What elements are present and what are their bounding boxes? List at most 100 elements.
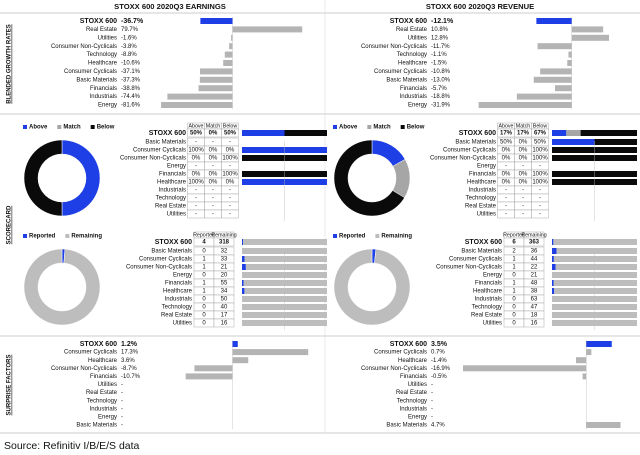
legend-label: Match: [373, 125, 391, 131]
value-label: -: [431, 406, 433, 412]
table-value: 32: [221, 249, 228, 255]
value-label: -0.5%: [431, 374, 447, 380]
value-label: -8.8%: [121, 52, 137, 58]
legend-label: Above: [339, 125, 358, 131]
stacked-bar: [552, 288, 555, 294]
stacked-bar: [242, 280, 244, 286]
row-label: Industrials: [90, 406, 117, 412]
value-label: -: [121, 390, 123, 396]
table-value: 40: [221, 305, 228, 311]
value-label: -8.7%: [121, 366, 137, 372]
section-label: BLENDED GROWTH RATES: [7, 24, 13, 104]
bar: [536, 18, 572, 24]
row-label: Real Estate: [471, 313, 503, 319]
stacked-bar: [555, 264, 637, 270]
row-label: Technology: [472, 305, 502, 311]
row-label: Industrials: [90, 94, 117, 100]
row-label: Consumer Non-Cyclicals: [126, 265, 192, 271]
row-label: Utilities: [408, 35, 427, 41]
row-label: STOXX 600: [390, 341, 427, 348]
table-value: 33: [221, 257, 228, 263]
row-label: Utilities: [477, 212, 496, 218]
bar: [582, 373, 587, 380]
table-value: 1: [202, 289, 206, 295]
bar: [185, 373, 233, 380]
row-label: Technology: [397, 52, 427, 58]
panel-title: STOXX 600 2020Q3 EARNINGS: [114, 2, 226, 11]
row-label: Real Estate: [86, 27, 118, 33]
row-label: Consumer Cyclicals: [64, 69, 117, 75]
stacked-bar: [552, 139, 595, 145]
legend-swatch: [367, 125, 372, 129]
row-label: Consumer Cyclicals: [64, 350, 117, 356]
table-value: -: [539, 164, 541, 170]
row-label: Real Estate: [155, 204, 187, 210]
row-label: Real Estate: [465, 204, 497, 210]
bar: [200, 68, 233, 75]
table-value: 16: [221, 321, 228, 327]
table-value: -: [522, 212, 524, 218]
table-cell: [531, 209, 549, 219]
table-value: -: [212, 196, 214, 202]
table-value: 100%: [222, 156, 238, 162]
value-label: -3.8%: [121, 44, 137, 50]
value-label: -5.7%: [431, 86, 447, 92]
stacked-bar: [244, 256, 327, 262]
row-label: Real Estate: [396, 27, 428, 33]
table-value: 0: [202, 297, 206, 303]
table-value: -: [212, 164, 214, 170]
table-value: 16: [531, 321, 538, 327]
row-label: Basic Materials: [76, 423, 117, 429]
table-value: 21: [531, 273, 538, 279]
table-value: 0%: [209, 148, 218, 154]
row-label: Financials: [475, 281, 502, 287]
bar: [223, 60, 233, 66]
row-label: STOXX 600: [80, 341, 117, 348]
table-value: -: [539, 196, 541, 202]
table-value: -: [522, 196, 524, 202]
table-value: -: [229, 204, 231, 210]
stacked-bar: [244, 288, 327, 294]
table-value: 0%: [502, 180, 511, 186]
value-label: -1.1%: [431, 52, 447, 58]
table-value: 100%: [222, 172, 238, 178]
row-label: Consumer Non-Cyclicals: [361, 44, 427, 50]
table-value: -: [229, 196, 231, 202]
stacked-bar: [552, 264, 556, 270]
table-value: 63: [531, 297, 538, 303]
table-value: 0: [512, 305, 516, 311]
bar: [232, 26, 303, 33]
bar: [161, 102, 233, 108]
value-label: -13.0%: [431, 77, 451, 83]
value-label: -38.8%: [121, 86, 141, 92]
value-label: -1.6%: [121, 35, 137, 41]
legend-swatch: [90, 125, 95, 129]
table-value: 0: [512, 273, 516, 279]
row-label: Industrials: [400, 94, 427, 100]
table-value: 0%: [519, 156, 528, 162]
stacked-bar: [553, 239, 637, 245]
table-value: 0%: [209, 131, 218, 137]
bar: [540, 68, 572, 75]
bar: [586, 349, 592, 356]
row-label: Financials: [90, 86, 117, 92]
table-cell: [213, 318, 235, 328]
legend-swatch: [375, 234, 380, 238]
bar: [533, 76, 572, 83]
row-label: Financials: [400, 374, 427, 380]
table-cell: [531, 128, 549, 138]
stacked-bar: [552, 280, 554, 286]
row-label: Real Estate: [161, 313, 193, 319]
table-header: Match: [206, 123, 220, 129]
row-label: Utilities: [408, 382, 427, 388]
table-header: Above: [188, 123, 203, 129]
table-value: 17: [221, 313, 228, 319]
bar: [200, 18, 233, 24]
bar: [537, 43, 572, 50]
table-value: -: [505, 188, 507, 194]
row-label: Industrials: [165, 297, 192, 303]
row-label: Technology: [156, 196, 186, 202]
table-value: 1: [512, 289, 516, 295]
value-label: -1.5%: [431, 61, 447, 67]
